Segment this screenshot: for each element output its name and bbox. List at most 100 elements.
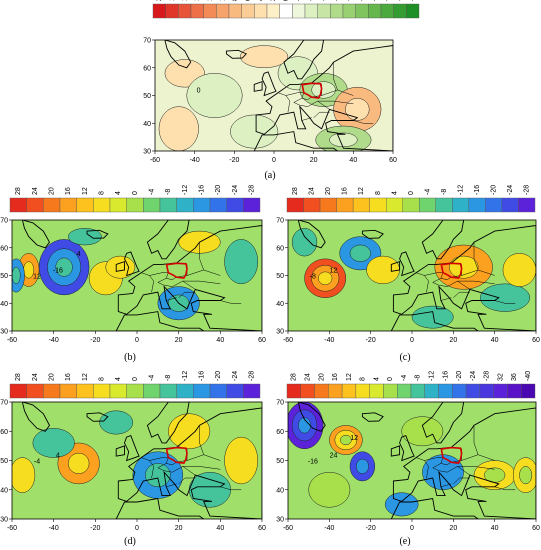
colorbar-label: 12 bbox=[346, 373, 353, 381]
country-border bbox=[199, 425, 204, 455]
colorbar-swatch bbox=[435, 197, 453, 213]
colorbar-swatch bbox=[126, 197, 144, 213]
negative-anomaly-contour bbox=[224, 239, 259, 285]
coastline bbox=[392, 225, 536, 331]
colorbar-swatch bbox=[330, 3, 344, 19]
country-border bbox=[141, 272, 154, 293]
x-tick-label: -60 bbox=[150, 157, 160, 164]
y-tick-label: 60 bbox=[143, 65, 151, 72]
colorbar-swatch bbox=[43, 197, 61, 213]
colorbar-label: 4 bbox=[258, 0, 265, 1]
colorbar-label: -14 bbox=[372, 0, 379, 1]
negative-anomaly-contour bbox=[479, 283, 531, 312]
colorbar-swatch bbox=[317, 3, 331, 19]
axes: -60 -40 -20 0 20 40 60 70 60 50 40 30 bbox=[276, 218, 540, 345]
coastline bbox=[261, 71, 277, 97]
colorbar-label: 4 bbox=[115, 191, 122, 195]
colorbar-label: 16 bbox=[182, 0, 189, 1]
coastline bbox=[117, 407, 262, 519]
x-tick-label: 20 bbox=[449, 337, 457, 344]
country-border bbox=[317, 100, 354, 105]
colorbar-label: -8 bbox=[415, 375, 422, 381]
colorbar-label: -40 bbox=[525, 371, 532, 381]
colorbar-label: 20 bbox=[49, 373, 56, 381]
colorbar-label: -16 bbox=[442, 371, 449, 381]
colorbar-label: 0 bbox=[283, 0, 290, 1]
colorbar-label: 18 bbox=[169, 0, 176, 1]
axes: -60 -40 -20 0 20 40 60 70 60 50 40 30 bbox=[0, 400, 266, 533]
colorbar-label: -20 bbox=[491, 185, 498, 195]
y-tick-label: 40 bbox=[143, 121, 151, 128]
colorbar-label: 4 bbox=[115, 377, 122, 381]
colorbar-label: -16 bbox=[474, 185, 481, 195]
x-tick-label: -20 bbox=[229, 157, 239, 164]
positive-anomaly-contour bbox=[158, 106, 199, 151]
colorbar-swatch bbox=[243, 383, 261, 399]
colorbar-label: -4 bbox=[308, 0, 315, 1]
coastline bbox=[164, 40, 192, 69]
country-border bbox=[333, 62, 338, 91]
country-border bbox=[440, 483, 452, 488]
poland-outline bbox=[301, 82, 323, 99]
map-field: -16 12 4 bbox=[12, 220, 262, 331]
y-tick-label: 30 bbox=[143, 149, 151, 156]
coastline bbox=[86, 412, 109, 422]
panel-c-caption: (c) bbox=[399, 352, 411, 363]
colorbar-label: -12 bbox=[429, 371, 436, 381]
colorbar-swatch bbox=[518, 197, 536, 213]
poland-outline bbox=[440, 446, 463, 464]
x-tick-label: 60 bbox=[532, 337, 540, 344]
colorbar-label: 36 bbox=[511, 373, 518, 381]
colorbar-swatch bbox=[143, 197, 161, 213]
colorbar-label: -28 bbox=[524, 185, 531, 195]
country-border bbox=[186, 454, 221, 461]
colorbar-label: -8 bbox=[441, 189, 448, 195]
y-tick-label: 40 bbox=[0, 301, 8, 308]
negative-anomaly-contour bbox=[355, 458, 369, 474]
colorbar-label: -4 bbox=[149, 189, 156, 195]
coastline bbox=[390, 497, 479, 519]
negative-anomaly-contour bbox=[186, 73, 243, 118]
contour-label: 12 bbox=[330, 268, 338, 275]
negative-anomaly-contour bbox=[145, 463, 171, 488]
coastline bbox=[21, 220, 51, 249]
y-tick-label: 70 bbox=[0, 218, 8, 225]
y-tick-label: 50 bbox=[0, 458, 8, 465]
colorbar-label: 4 bbox=[373, 377, 380, 381]
x-tick-label: 0 bbox=[135, 525, 139, 532]
positive-anomaly-contour bbox=[519, 466, 533, 485]
colorbar-swatch bbox=[59, 197, 77, 213]
y-tick-label: 70 bbox=[276, 218, 284, 225]
colorbar-label: 24 bbox=[305, 373, 312, 381]
map-field: 0 bbox=[155, 40, 393, 151]
axes: -60 -40 -20 0 20 40 60 70 60 50 40 30 bbox=[276, 400, 540, 533]
country-border bbox=[453, 477, 470, 485]
colorbar-swatch bbox=[402, 197, 420, 213]
country-border bbox=[182, 280, 221, 285]
panel-b-caption: (b) bbox=[124, 352, 136, 363]
colorbar-label: 8 bbox=[375, 191, 382, 195]
colorbar-swatch bbox=[143, 383, 161, 399]
country-border bbox=[220, 486, 242, 491]
colorbar-swatch bbox=[254, 3, 268, 19]
colorbar-swatch bbox=[286, 383, 301, 399]
colorbar-label: 8 bbox=[360, 377, 367, 381]
colorbar-swatch bbox=[501, 197, 519, 213]
coastline bbox=[390, 260, 401, 272]
country-border bbox=[199, 242, 204, 271]
negative-anomaly-contour bbox=[291, 228, 318, 257]
country-border bbox=[301, 117, 312, 121]
colorbar-label: 12 bbox=[82, 373, 89, 381]
country-border bbox=[416, 457, 429, 479]
negative-anomaly-contour bbox=[411, 305, 454, 329]
x-tick-label: 40 bbox=[216, 525, 224, 532]
colorbar-swatch bbox=[352, 197, 370, 213]
colorbar-swatch bbox=[93, 197, 111, 213]
colorbar-swatch bbox=[178, 3, 192, 19]
map-panel-b: 28 24 20 16 12 8 4 0 -4 -8 -12 -16 -20 -24 -28-16124-6… bbox=[0, 185, 266, 344]
colorbar-swatch bbox=[243, 197, 261, 213]
x-tick-label: 0 bbox=[272, 157, 276, 164]
coastline bbox=[115, 260, 125, 272]
coastline bbox=[115, 445, 125, 457]
contour-label: -16 bbox=[53, 268, 63, 275]
